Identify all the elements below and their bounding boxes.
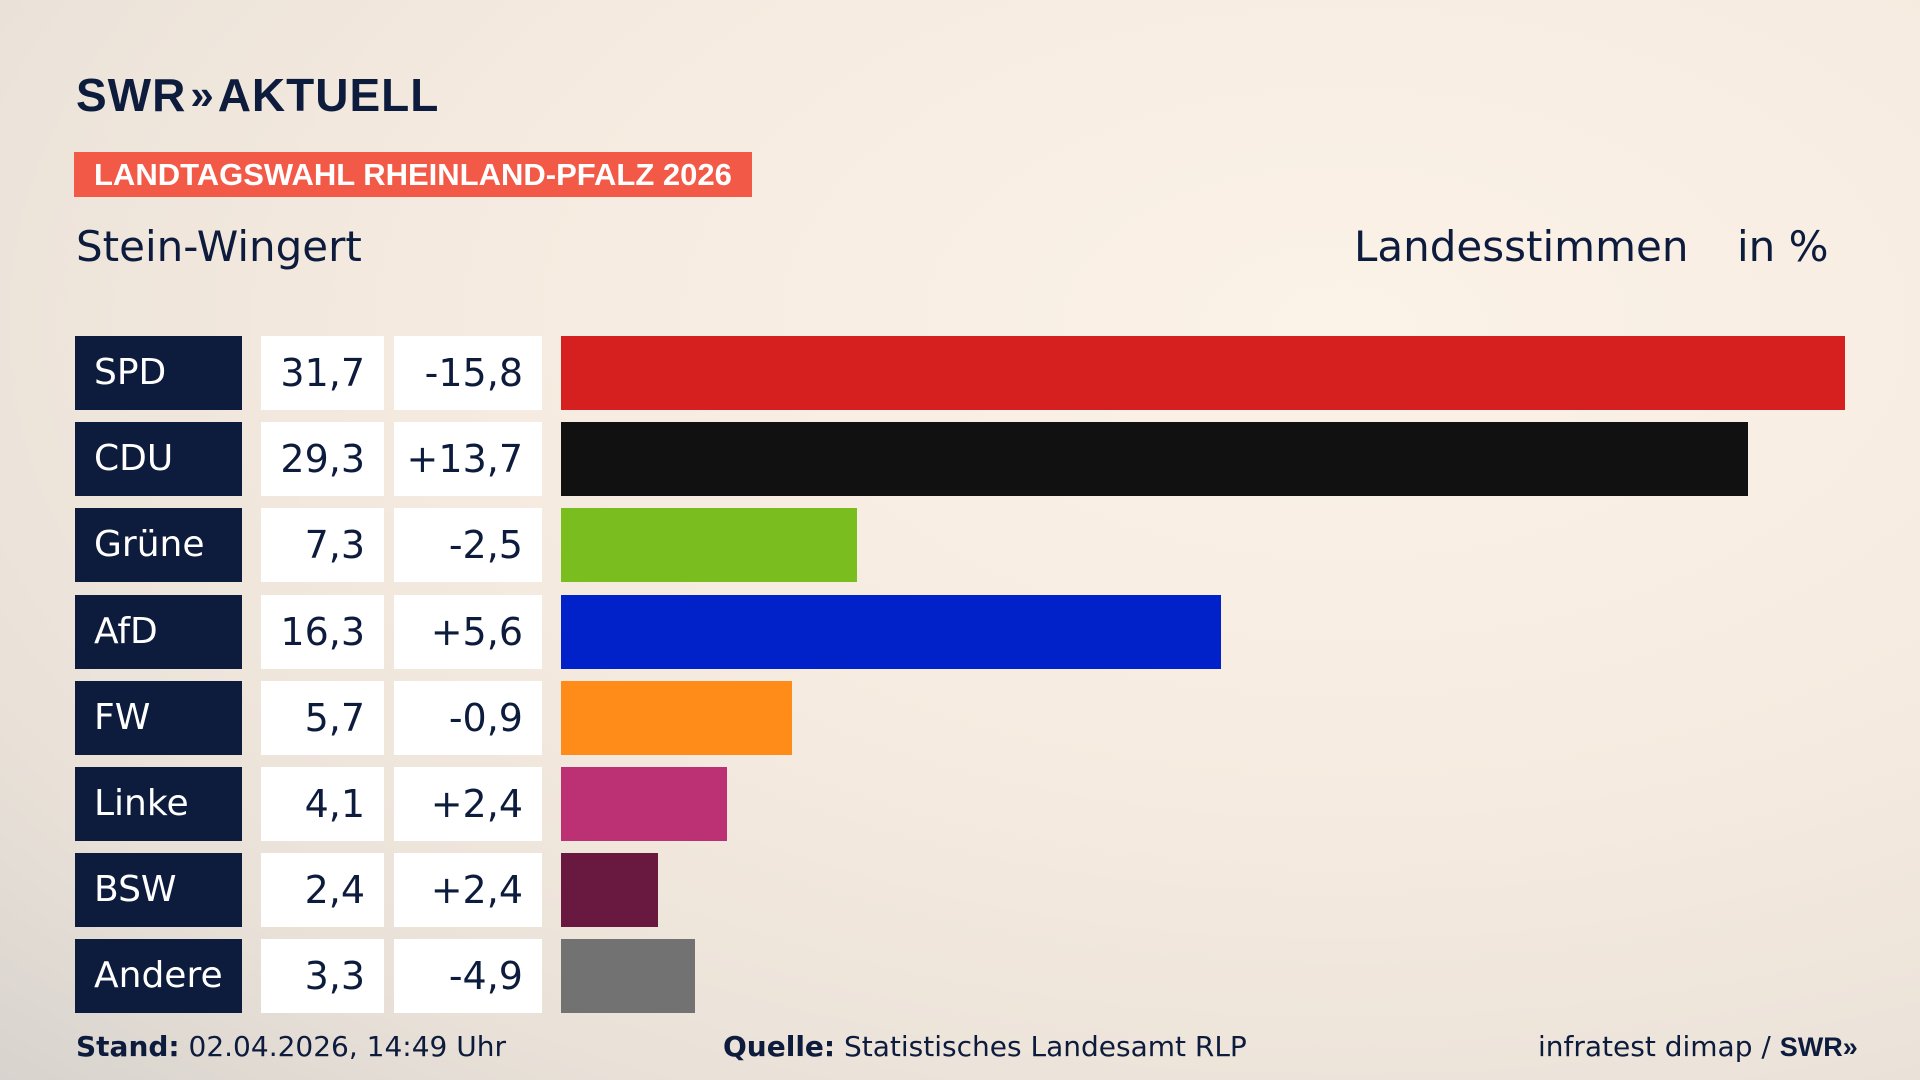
party-label: BSW: [75, 853, 242, 928]
measure-label: Landesstimmen: [1354, 222, 1689, 271]
vote-change-value: -0,9: [394, 680, 542, 755]
party-label: CDU: [75, 422, 242, 497]
footer-credit: infratest dimap / SWR»: [1538, 1030, 1858, 1063]
bar-bsw: [561, 853, 659, 928]
vote-change-value: -4,9: [394, 939, 542, 1014]
swr-logo-small: SWR»: [1779, 1032, 1858, 1062]
vote-share-value: 16,3: [261, 594, 384, 669]
party-label: Grüne: [75, 508, 242, 583]
bar-afd: [561, 594, 1222, 669]
vote-change-value: +13,7: [394, 422, 542, 497]
stand-label: Stand:: [76, 1030, 180, 1063]
bar-cdu: [561, 422, 1748, 497]
vote-change-value: -2,5: [394, 508, 542, 583]
source-value: Statistisches Landesamt RLP: [844, 1030, 1247, 1063]
footer-source: Quelle: Statistisches Landesamt RLP: [723, 1030, 1247, 1063]
unit-label: in %: [1737, 222, 1829, 271]
bar-andere: [561, 939, 695, 1014]
vote-change-value: +2,4: [394, 853, 542, 928]
logo-suffix: AKTUELL: [217, 69, 440, 121]
logo-text: SWR: [76, 69, 187, 121]
election-tag: LANDTAGSWAHL RHEINLAND-PFALZ 2026: [74, 152, 752, 197]
party-label: SPD: [75, 336, 242, 410]
vote-change-value: -15,8: [394, 336, 542, 410]
party-label: Linke: [75, 767, 242, 841]
vote-change-value: +2,4: [394, 767, 542, 841]
logo-chevron-icon: »: [190, 71, 214, 118]
bar-spd: [561, 336, 1845, 410]
footer-stand: Stand: 02.04.2026, 14:49 Uhr: [76, 1030, 506, 1063]
bar-fw: [561, 680, 792, 755]
swr-aktuell-logo: SWR » AKTUELL: [76, 68, 439, 122]
vote-share-value: 5,7: [261, 680, 384, 755]
vote-change-value: +5,6: [394, 594, 542, 669]
source-label: Quelle:: [723, 1030, 836, 1063]
bar-grüne: [561, 508, 857, 583]
credit-text: infratest dimap /: [1538, 1030, 1771, 1063]
location-title: Stein-Wingert: [76, 222, 362, 271]
vote-share-value: 29,3: [261, 422, 384, 497]
party-label: Andere: [75, 939, 242, 1014]
vote-share-value: 4,1: [261, 767, 384, 841]
party-label: FW: [75, 680, 242, 755]
vote-share-value: 3,3: [261, 939, 384, 1014]
stand-value: 02.04.2026, 14:49 Uhr: [188, 1030, 506, 1063]
party-label: AfD: [75, 594, 242, 669]
vote-share-value: 7,3: [261, 508, 384, 583]
vote-share-value: 31,7: [261, 336, 384, 410]
bar-linke: [561, 767, 728, 841]
vote-share-value: 2,4: [261, 853, 384, 928]
